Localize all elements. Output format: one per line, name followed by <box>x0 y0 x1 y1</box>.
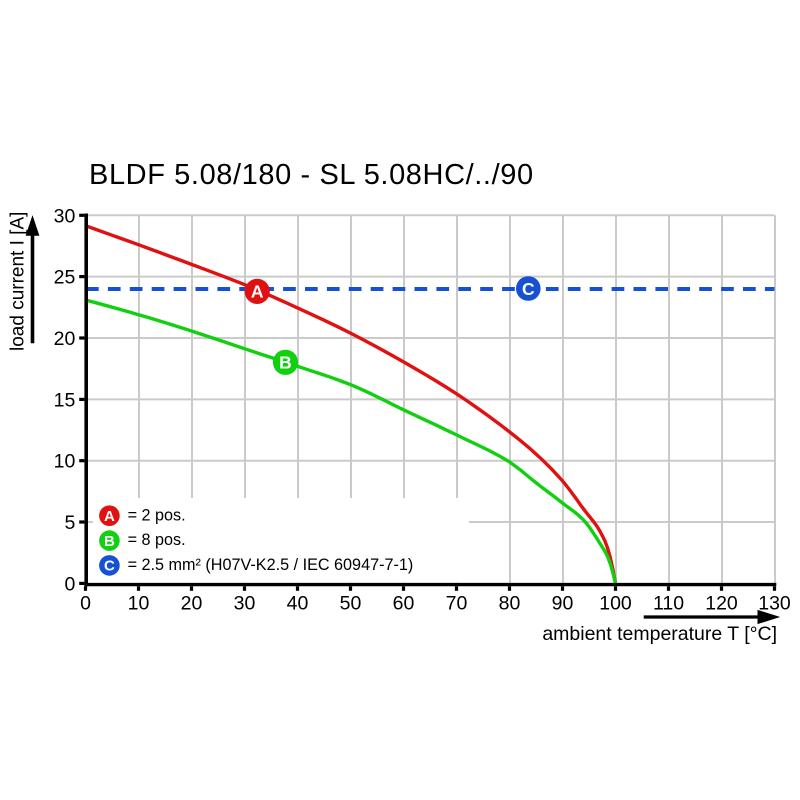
svg-text:20: 20 <box>54 328 76 350</box>
svg-text:B: B <box>104 533 115 550</box>
svg-text:= 8 pos.: = 8 pos. <box>128 531 186 549</box>
svg-text:90: 90 <box>552 592 574 614</box>
svg-text:load current I [A]: load current I [A] <box>7 212 28 351</box>
svg-text:10: 10 <box>128 592 150 614</box>
svg-text:A: A <box>251 282 264 302</box>
svg-text:30: 30 <box>54 205 76 227</box>
svg-text:B: B <box>279 353 292 373</box>
svg-text:15: 15 <box>54 389 76 411</box>
svg-text:0: 0 <box>80 592 91 614</box>
svg-text:A: A <box>104 508 115 525</box>
svg-text:50: 50 <box>340 592 362 614</box>
svg-text:80: 80 <box>499 592 521 614</box>
svg-text:ambient temperature T [°C]: ambient temperature T [°C] <box>542 623 777 645</box>
svg-text:C: C <box>104 558 115 575</box>
svg-text:0: 0 <box>64 573 75 595</box>
svg-text:100: 100 <box>599 592 632 614</box>
svg-text:70: 70 <box>446 592 468 614</box>
svg-text:10: 10 <box>54 451 76 473</box>
svg-text:5: 5 <box>64 512 75 534</box>
svg-text:= 2.5 mm² (H07V-K2.5 / IEC 609: = 2.5 mm² (H07V-K2.5 / IEC 60947-7-1) <box>128 556 414 574</box>
svg-text:130: 130 <box>758 592 791 614</box>
svg-text:120: 120 <box>705 592 738 614</box>
svg-text:= 2 pos.: = 2 pos. <box>128 506 186 524</box>
svg-text:110: 110 <box>653 592 684 614</box>
svg-text:25: 25 <box>54 267 76 289</box>
svg-text:60: 60 <box>393 592 415 614</box>
svg-text:30: 30 <box>234 592 256 614</box>
svg-text:C: C <box>522 279 535 299</box>
svg-text:40: 40 <box>287 592 309 614</box>
svg-text:20: 20 <box>181 592 203 614</box>
